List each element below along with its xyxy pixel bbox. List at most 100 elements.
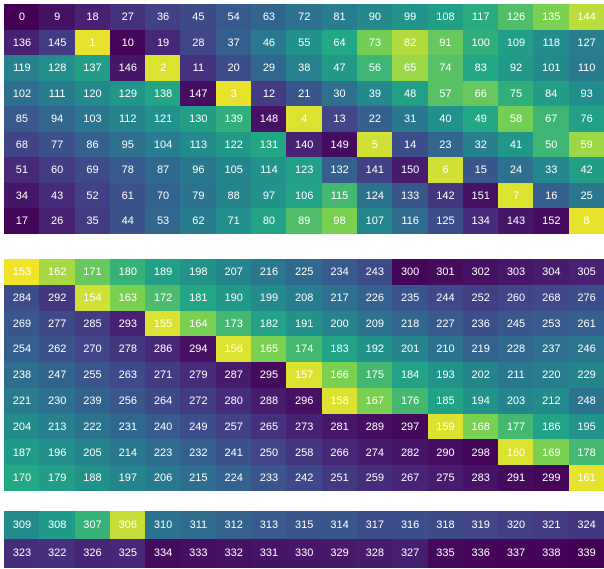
heatmap-cell: 247 bbox=[39, 362, 76, 389]
heatmap-cell: 273 bbox=[286, 413, 323, 440]
heatmap-cell: 297 bbox=[392, 413, 429, 440]
heatmap-cell: 197 bbox=[109, 465, 146, 492]
heatmap-cell: 108 bbox=[427, 4, 464, 31]
heatmap-cell: 164 bbox=[180, 310, 217, 337]
heatmap-cell: 299 bbox=[533, 465, 570, 492]
heatmap-cell: 254 bbox=[4, 336, 40, 363]
heatmap-cell: 203 bbox=[498, 387, 534, 415]
heatmap-cell: 322 bbox=[39, 539, 76, 568]
heatmap-cell: 316 bbox=[392, 511, 429, 540]
heatmap-cell: 336 bbox=[462, 539, 499, 568]
heatmap-cell: 29 bbox=[251, 55, 287, 82]
heatmap-cell: 76 bbox=[568, 106, 604, 133]
heatmap-cell: 198 bbox=[180, 259, 217, 286]
heatmap-cell: 0 bbox=[4, 4, 40, 31]
heatmap-cell: 112 bbox=[109, 106, 146, 133]
heatmap-cell: 275 bbox=[427, 465, 464, 492]
heatmap-cell: 332 bbox=[215, 539, 252, 568]
heatmap-cell: 310 bbox=[145, 511, 181, 540]
heatmap-cell: 337 bbox=[498, 539, 534, 568]
heatmap-cell: 110 bbox=[568, 55, 604, 82]
heatmap-cell: 264 bbox=[145, 387, 181, 415]
heatmap-cell: 329 bbox=[321, 539, 358, 568]
heatmap-cell: 218 bbox=[392, 310, 429, 337]
heatmap-cell: 237 bbox=[533, 336, 570, 363]
heatmap-cell: 84 bbox=[533, 80, 570, 107]
heatmap-cell: 307 bbox=[74, 511, 111, 540]
heatmap-cell: 223 bbox=[145, 439, 181, 466]
heatmap-cell: 1 bbox=[74, 29, 111, 56]
heatmap-cell: 67 bbox=[533, 106, 570, 133]
heatmap-cell: 147 bbox=[180, 80, 217, 107]
heatmap-cell: 338 bbox=[533, 539, 570, 568]
heatmap-cell: 32 bbox=[462, 131, 499, 158]
heatmap-cell: 204 bbox=[4, 413, 40, 440]
heatmap-cell: 159 bbox=[427, 413, 464, 440]
heatmap-cell: 250 bbox=[251, 439, 287, 466]
heatmap-cell: 267 bbox=[392, 465, 429, 492]
heatmap-cell: 249 bbox=[180, 413, 217, 440]
heatmap-cell: 98 bbox=[321, 208, 358, 235]
heatmap-cell: 20 bbox=[215, 55, 252, 82]
heatmap-cell: 286 bbox=[145, 336, 181, 363]
heatmap-cell: 293 bbox=[109, 310, 146, 337]
heatmap-cell: 245 bbox=[498, 310, 534, 337]
heatmap-cell: 52 bbox=[74, 182, 111, 209]
heatmap-cell: 151 bbox=[462, 182, 499, 209]
heatmap-cell: 220 bbox=[533, 362, 570, 389]
heatmap-cell: 308 bbox=[39, 511, 76, 540]
heatmap-cell: 105 bbox=[215, 157, 252, 184]
heatmap-cell: 175 bbox=[356, 362, 393, 389]
heatmap-cell: 15 bbox=[462, 157, 499, 184]
heatmap-cell: 324 bbox=[568, 511, 604, 540]
heatmap-cell: 155 bbox=[145, 310, 181, 337]
heatmap-cell: 123 bbox=[286, 157, 323, 184]
heatmap-cell: 228 bbox=[498, 336, 534, 363]
heatmap-cell: 156 bbox=[215, 336, 252, 363]
heatmap-cell: 55 bbox=[286, 29, 323, 56]
heatmap-cell: 28 bbox=[180, 29, 217, 56]
heatmap-cell: 193 bbox=[427, 362, 464, 389]
heatmap-cell: 276 bbox=[568, 284, 604, 312]
heatmap-cell: 216 bbox=[251, 259, 287, 286]
heatmap-cell: 178 bbox=[568, 439, 604, 466]
heatmap-cell: 78 bbox=[109, 157, 146, 184]
heatmap-cell: 244 bbox=[427, 284, 464, 312]
heatmap-cell: 101 bbox=[533, 55, 570, 82]
heatmap-cell: 171 bbox=[74, 259, 111, 286]
heatmap-cell: 177 bbox=[498, 413, 534, 440]
heatmap-cell: 13 bbox=[321, 106, 358, 133]
heatmap-cell: 54 bbox=[215, 4, 252, 31]
heatmap-cell: 271 bbox=[145, 362, 181, 389]
heatmap-cell: 81 bbox=[321, 4, 358, 31]
heatmap-cell: 114 bbox=[251, 157, 287, 184]
heatmap-cell: 142 bbox=[427, 182, 464, 209]
heatmap-cell: 319 bbox=[462, 511, 499, 540]
heatmap-cell: 49 bbox=[462, 106, 499, 133]
heatmap-cell: 192 bbox=[356, 336, 393, 363]
heatmap-cell: 291 bbox=[498, 465, 534, 492]
heatmap-cell: 183 bbox=[321, 336, 358, 363]
heatmap-cell: 259 bbox=[356, 465, 393, 492]
heatmap-cell: 180 bbox=[109, 259, 146, 286]
heatmap-cell: 158 bbox=[321, 387, 358, 415]
heatmap-cell: 88 bbox=[215, 182, 252, 209]
heatmap-cell: 302 bbox=[462, 259, 499, 286]
heatmap-cell: 280 bbox=[215, 387, 252, 415]
heatmap-cell: 328 bbox=[356, 539, 393, 568]
heatmap-cell: 71 bbox=[215, 208, 252, 235]
heatmap-block-2: 153 162 171 180 189 198 207 216 225 234 243 300 301 3… bbox=[4, 259, 604, 492]
heatmap-cell: 268 bbox=[533, 284, 570, 312]
heatmap-cell: 44 bbox=[109, 208, 146, 235]
heatmap-cell: 298 bbox=[462, 439, 499, 466]
heatmap-cell: 289 bbox=[356, 413, 393, 440]
heatmap-cell: 166 bbox=[321, 362, 358, 389]
heatmap-cell: 83 bbox=[462, 55, 499, 82]
heatmap-cell: 173 bbox=[215, 310, 252, 337]
heatmap-cell: 242 bbox=[286, 465, 323, 492]
heatmap-cell: 282 bbox=[392, 439, 429, 466]
heatmap-cell: 272 bbox=[180, 387, 217, 415]
heatmap-cell: 33 bbox=[533, 157, 570, 184]
heatmap-cell: 209 bbox=[356, 310, 393, 337]
